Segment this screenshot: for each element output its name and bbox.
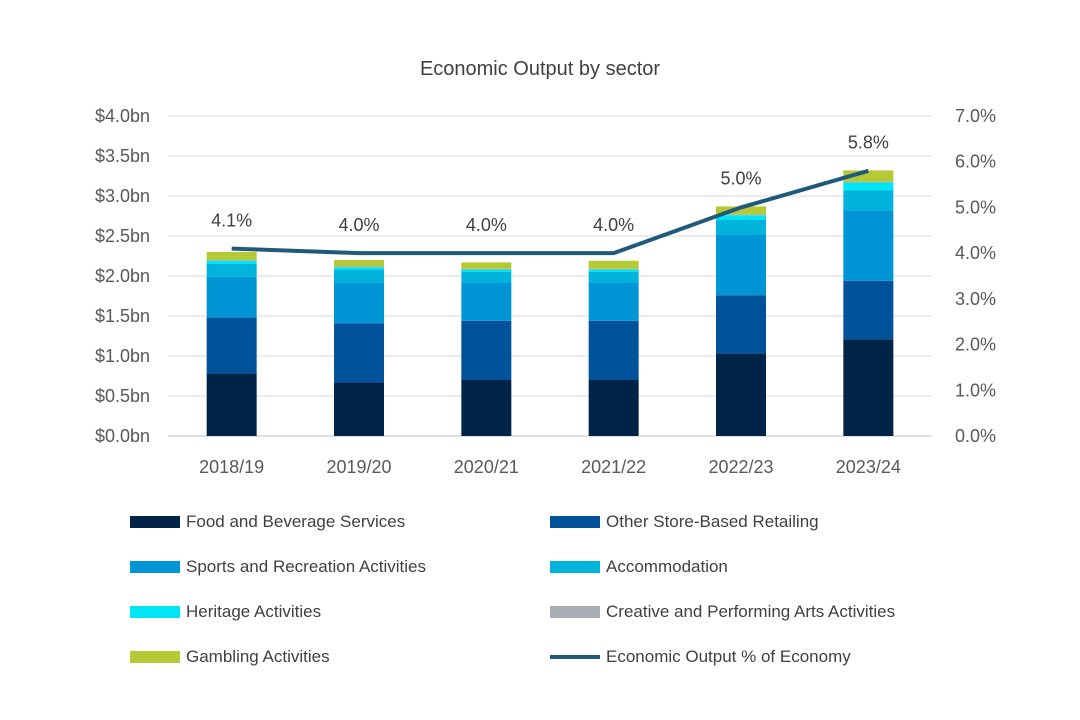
y-left-tick-label: $0.0bn [95, 426, 150, 446]
legend-swatch [130, 606, 180, 618]
y-right-tick-label: 7.0% [955, 106, 996, 126]
y-left-tick-label: $2.0bn [95, 266, 150, 286]
bar-segment-food-and-beverage-services [716, 353, 766, 436]
y-left-tick-label: $1.5bn [95, 306, 150, 326]
legend-item: Heritage Activities [130, 602, 321, 622]
legend-label: Food and Beverage Services [186, 512, 406, 531]
x-tick-label: 2018/19 [199, 457, 264, 477]
data-label: 4.0% [593, 215, 634, 235]
legend-label: Accommodation [606, 557, 728, 576]
bar-segment-heritage-activities [588, 269, 639, 272]
data-label: 4.0% [466, 215, 507, 235]
bar-segment-food-and-beverage-services [461, 380, 512, 436]
x-tick-label: 2019/20 [326, 457, 391, 477]
bar-segment-gambling-activities [716, 206, 766, 215]
bar-segment-sports-and-recreation-activities [334, 282, 384, 324]
bar-segment-heritage-activities [334, 267, 384, 270]
bar-segment-accommodation [843, 190, 894, 211]
bar-segment-food-and-beverage-services [334, 382, 384, 436]
y-left-tick-label: $4.0bn [95, 106, 150, 126]
data-label: 4.1% [211, 211, 252, 231]
bar-segment-food-and-beverage-services [206, 373, 257, 436]
x-tick-label: 2020/21 [454, 457, 519, 477]
legend-item: Food and Beverage Services [130, 512, 405, 532]
legend-swatch [550, 606, 600, 618]
bar-segment-creative-and-performing-arts-activities [334, 266, 384, 268]
bar-segment-heritage-activities [716, 215, 766, 220]
legend-swatch [130, 561, 180, 573]
bar-segment-heritage-activities [843, 182, 894, 191]
legend-swatch [550, 516, 600, 528]
y-left-tick-label: $3.5bn [95, 146, 150, 166]
bar-segment-gambling-activities [461, 262, 512, 269]
bar-segment-other-store-based-retailing [843, 280, 894, 340]
bar-segment-accommodation [206, 264, 257, 277]
bar-segment-gambling-activities [334, 260, 384, 267]
legend-item: Creative and Performing Arts Activities [550, 602, 895, 622]
bar-segment-sports-and-recreation-activities [588, 282, 639, 321]
y-right-tick-label: 6.0% [955, 152, 996, 172]
legend-item: Economic Output % of Economy [550, 647, 851, 667]
legend-item: Sports and Recreation Activities [130, 557, 426, 577]
y-right-tick-label: 5.0% [955, 197, 996, 217]
x-tick-label: 2022/23 [708, 457, 773, 477]
y-left-tick-label: $3.0bn [95, 186, 150, 206]
bar-segment-accommodation [588, 272, 639, 283]
legend-swatch [130, 516, 180, 528]
bar-segment-sports-and-recreation-activities [843, 210, 894, 281]
bar-segment-heritage-activities [461, 269, 512, 272]
legend-label: Gambling Activities [186, 647, 330, 666]
data-label: 4.0% [338, 215, 379, 235]
legend-label: Heritage Activities [186, 602, 322, 621]
y-right-tick-label: 1.0% [955, 380, 996, 400]
legend-label: Creative and Performing Arts Activities [606, 602, 896, 621]
bar-segment-food-and-beverage-services [588, 380, 639, 436]
chart-title: Economic Output by sector [420, 58, 660, 80]
bar-segment-creative-and-performing-arts-activities [588, 268, 639, 270]
bar-segment-heritage-activities [206, 260, 257, 264]
y-left-tick-label: $2.5bn [95, 226, 150, 246]
bar-segment-other-store-based-retailing [461, 320, 512, 380]
bar-segment-gambling-activities [843, 170, 894, 182]
bar-segment-accommodation [716, 220, 766, 235]
bar-segment-accommodation [334, 269, 384, 283]
bar-segment-sports-and-recreation-activities [206, 276, 257, 318]
legend-item: Gambling Activities [130, 647, 330, 667]
legend-swatch [550, 655, 600, 659]
bar-segment-other-store-based-retailing [334, 323, 384, 383]
bar-segment-other-store-based-retailing [716, 295, 766, 354]
legend-label: Sports and Recreation Activities [186, 557, 427, 576]
legend-label: Other Store-Based Retailing [606, 512, 819, 531]
bar-segment-food-and-beverage-services [843, 339, 894, 436]
y-left-tick-label: $1.0bn [95, 346, 150, 366]
bar-segment-other-store-based-retailing [206, 317, 257, 374]
bar-segment-gambling-activities [206, 252, 257, 260]
bar-segment-other-store-based-retailing [588, 320, 639, 380]
legend-label: Economic Output % of Economy [606, 647, 851, 666]
y-right-tick-label: 3.0% [955, 289, 996, 309]
line-economic-output-pct [231, 168, 869, 256]
legend-item: Other Store-Based Retailing [550, 512, 819, 532]
y-right-tick-label: 0.0% [955, 426, 996, 446]
legend-item: Accommodation [550, 557, 728, 577]
data-label: 5.0% [720, 168, 761, 188]
bar-segment-creative-and-performing-arts-activities [716, 214, 766, 216]
x-tick-label: 2021/22 [581, 457, 646, 477]
bar-segment-sports-and-recreation-activities [461, 282, 512, 321]
y-left-tick-label: $0.5bn [95, 386, 150, 406]
y-right-tick-label: 2.0% [955, 335, 996, 355]
y-right-tick-label: 4.0% [955, 243, 996, 263]
bar-segment-creative-and-performing-arts-activities [461, 268, 512, 270]
bar-segment-creative-and-performing-arts-activities [843, 181, 894, 183]
bar-segment-sports-and-recreation-activities [716, 234, 766, 296]
legend-swatch [130, 651, 180, 663]
bar-segment-gambling-activities [588, 260, 639, 269]
bar-segment-accommodation [461, 272, 512, 283]
bar-segment-creative-and-performing-arts-activities [206, 260, 257, 261]
legend-swatch [550, 561, 600, 573]
x-tick-label: 2023/24 [836, 457, 901, 477]
data-label: 5.8% [848, 132, 889, 152]
